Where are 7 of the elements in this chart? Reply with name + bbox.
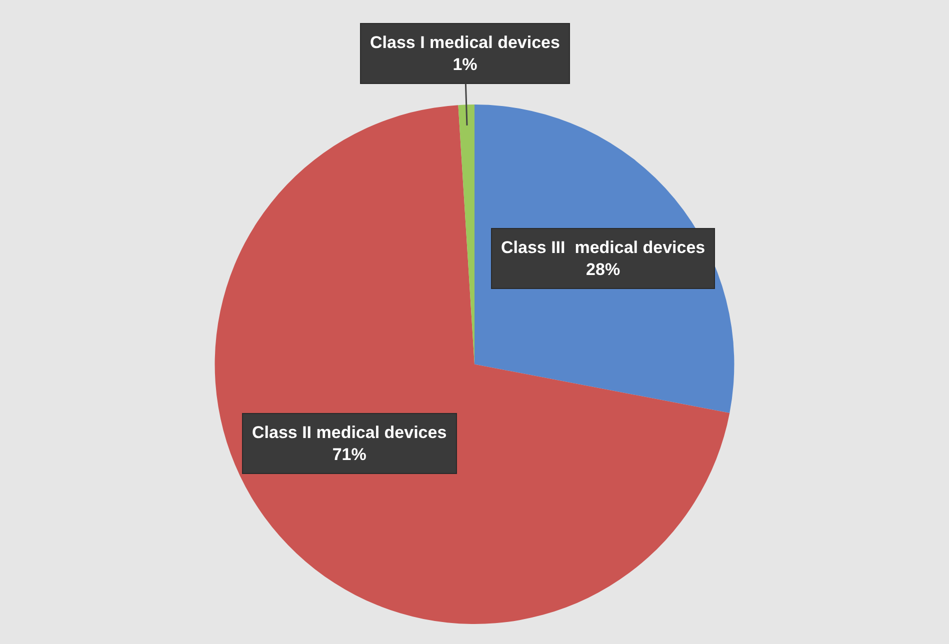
pie-slice (214, 105, 730, 624)
data-label: 71% (332, 445, 366, 464)
slice-label: Class II medical devices (252, 423, 447, 442)
data-label: 1% (452, 55, 478, 74)
data-label: 28% (586, 260, 620, 280)
slice-label: Class I medical devices (370, 33, 560, 52)
slice-label: Class III medical devices (501, 238, 706, 257)
